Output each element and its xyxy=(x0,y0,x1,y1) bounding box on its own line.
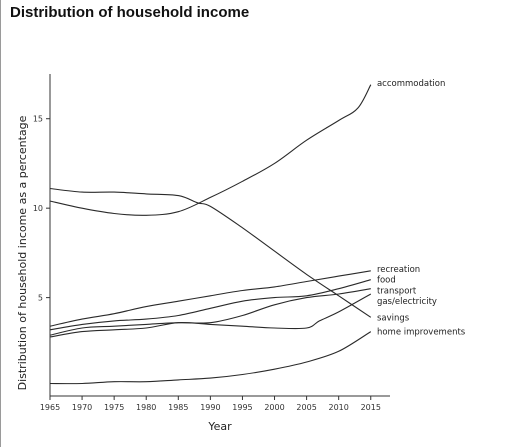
series-line-savings xyxy=(49,187,372,318)
x-tick-label: 2010 xyxy=(328,403,348,412)
series-label-accommodation: accommodation xyxy=(377,79,445,89)
series-label-food: food xyxy=(377,276,396,286)
x-tick-label: 1970 xyxy=(72,403,92,412)
series-label-transport: transport xyxy=(377,286,417,296)
chart-title: Distribution of household income xyxy=(10,4,250,21)
y-tick-label: 5 xyxy=(38,294,43,303)
x-tick-label: 1975 xyxy=(104,403,124,412)
series-label-gas-electricity: gas/electricity xyxy=(377,297,437,307)
y-tick-label: 10 xyxy=(33,204,43,213)
x-tick-label: 1965 xyxy=(40,403,60,412)
x-axis-title: Year xyxy=(207,420,232,433)
series-line-home-improvements xyxy=(49,331,372,385)
series-line-transport xyxy=(49,288,371,336)
series-line-food xyxy=(49,279,371,331)
x-tick-label: 2000 xyxy=(264,403,284,412)
series-label-home-improvements: home improvements xyxy=(377,328,466,338)
series-line-gas-electricity xyxy=(49,293,372,338)
x-tick-label: 1990 xyxy=(200,403,220,412)
x-tick-label: 1995 xyxy=(232,403,252,412)
x-tick-label: 2015 xyxy=(361,403,381,412)
series-label-savings: savings xyxy=(377,313,410,323)
y-tick-label: 15 xyxy=(33,115,43,124)
series-label-recreation: recreation xyxy=(377,265,420,275)
x-tick-label: 1985 xyxy=(168,403,188,412)
y-axis-title: Distribution of household income as a pe… xyxy=(16,115,29,390)
x-tick-label: 2005 xyxy=(296,403,316,412)
series-line-recreation xyxy=(49,270,371,327)
x-tick-label: 1980 xyxy=(136,403,156,412)
series-line-accommodation xyxy=(49,84,372,216)
